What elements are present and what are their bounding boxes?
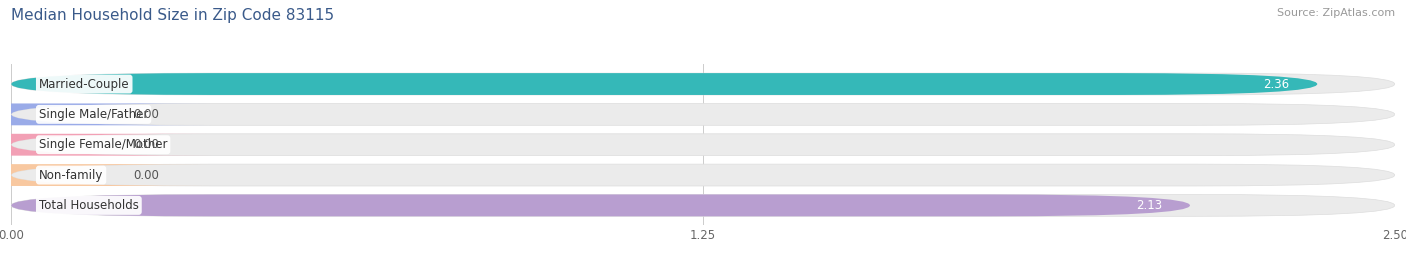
Text: Non-family: Non-family (39, 169, 103, 181)
Text: 0.00: 0.00 (134, 108, 159, 121)
Text: Married-Couple: Married-Couple (39, 77, 129, 91)
FancyBboxPatch shape (11, 195, 1189, 216)
Text: 0.00: 0.00 (134, 169, 159, 181)
Text: Single Male/Father: Single Male/Father (39, 108, 148, 121)
Text: 2.36: 2.36 (1264, 77, 1289, 91)
Text: Median Household Size in Zip Code 83115: Median Household Size in Zip Code 83115 (11, 8, 335, 23)
FancyBboxPatch shape (11, 73, 1395, 95)
FancyBboxPatch shape (11, 134, 1395, 156)
FancyBboxPatch shape (11, 195, 1395, 216)
Text: 0.00: 0.00 (134, 138, 159, 151)
FancyBboxPatch shape (0, 134, 211, 156)
Text: Source: ZipAtlas.com: Source: ZipAtlas.com (1277, 8, 1395, 18)
FancyBboxPatch shape (11, 73, 1317, 95)
Text: 2.13: 2.13 (1136, 199, 1163, 212)
Text: Total Households: Total Households (39, 199, 139, 212)
FancyBboxPatch shape (11, 103, 1395, 125)
FancyBboxPatch shape (0, 164, 211, 186)
Text: Single Female/Mother: Single Female/Mother (39, 138, 167, 151)
FancyBboxPatch shape (0, 103, 211, 125)
FancyBboxPatch shape (11, 164, 1395, 186)
